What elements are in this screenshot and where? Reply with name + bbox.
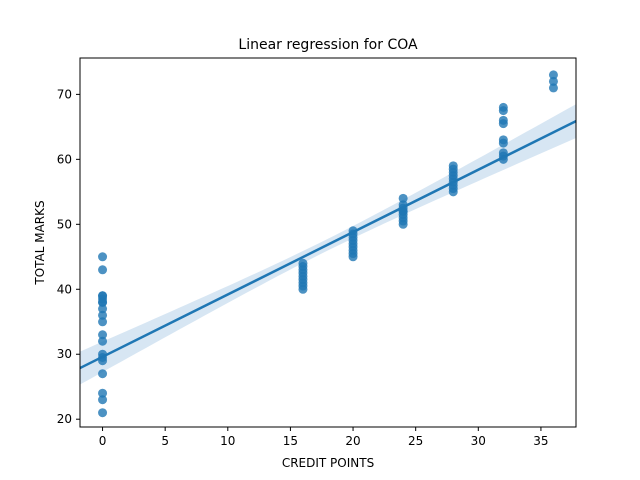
y-axis-label: TOTAL MARKS [33,200,47,285]
regression-line [79,119,577,370]
data-point [398,193,408,203]
y-tick-label: 30 [57,347,72,361]
chart-title: Linear regression for COA [238,37,418,53]
data-point [498,106,508,116]
y-tick-label: 70 [57,87,72,101]
data-point [98,297,108,307]
x-axis: 0 5 10 15 20 25 30 35 [99,427,549,448]
data-point [98,317,108,327]
data-point [98,291,108,301]
y-axis: 20 30 40 50 60 70 [57,87,80,426]
plot-frame [79,57,577,428]
plot-area [79,70,577,418]
data-point [98,252,108,262]
data-point [98,310,108,320]
x-tick-label: 25 [408,434,423,448]
data-point [448,187,458,197]
data-point [548,76,558,86]
y-tick-label: 20 [57,412,72,426]
data-point [548,83,558,93]
x-axis-label: CREDIT POINTS [282,456,374,470]
data-point [98,336,108,346]
data-point [498,138,508,148]
data-point [548,70,558,80]
y-tick-label: 50 [57,217,72,231]
x-tick-label: 0 [99,434,107,448]
x-tick-label: 5 [161,434,169,448]
x-tick-label: 35 [533,434,548,448]
data-point [98,395,108,405]
data-point [98,408,108,418]
x-tick-label: 30 [471,434,486,448]
y-tick-label: 40 [57,282,72,296]
x-tick-label: 20 [345,434,360,448]
data-point [398,219,408,229]
data-point [298,275,308,285]
data-point [348,242,358,252]
data-point [98,330,108,340]
data-point [98,265,108,275]
x-tick-label: 15 [283,434,298,448]
data-point [298,284,308,294]
data-point [348,252,358,262]
x-tick-label: 10 [220,434,235,448]
y-tick-label: 60 [57,152,72,166]
data-point [498,119,508,129]
data-point [98,369,108,379]
data-point [448,171,458,181]
data-point [98,304,108,314]
data-point [98,388,108,398]
data-point [298,268,308,278]
